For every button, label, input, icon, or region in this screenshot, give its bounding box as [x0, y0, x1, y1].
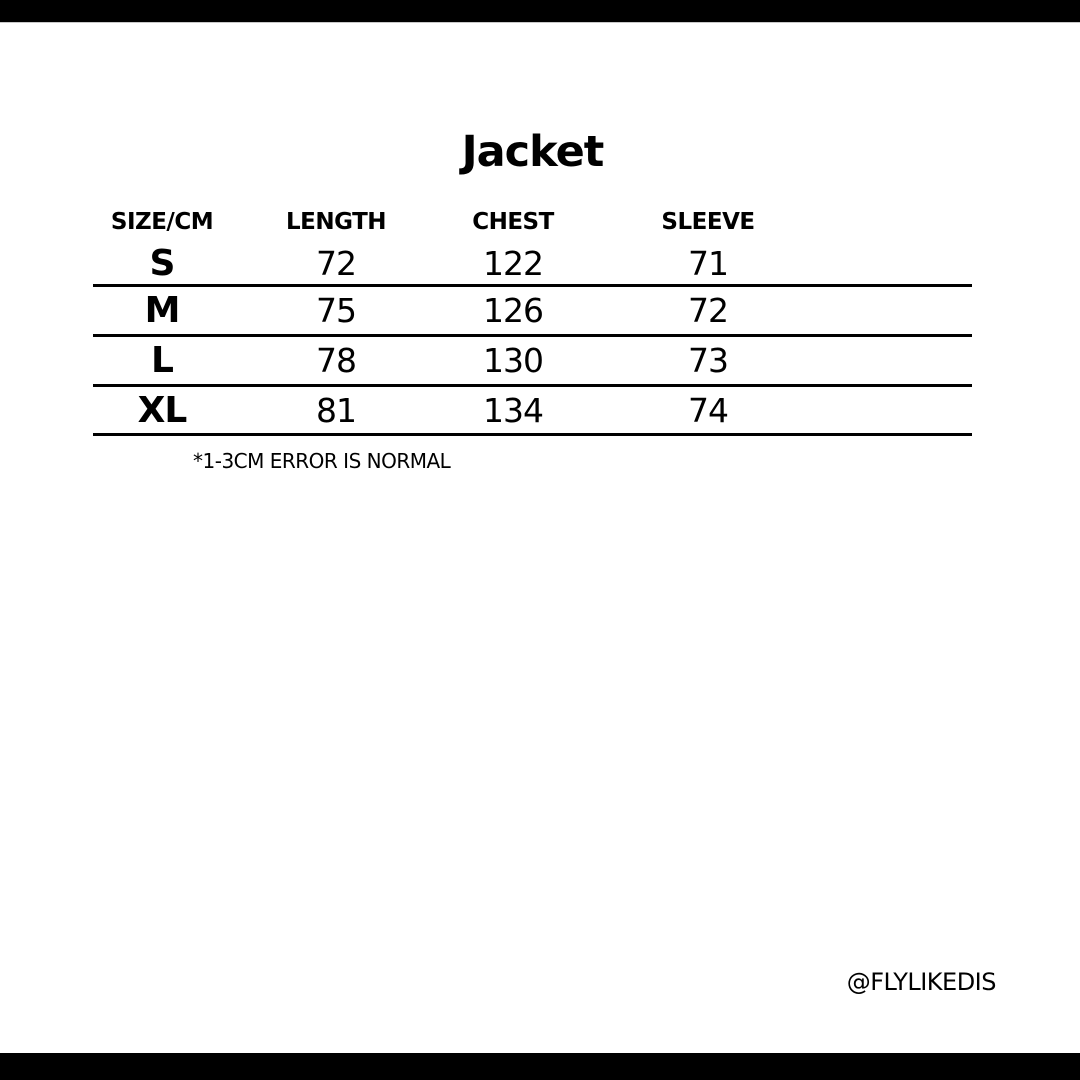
table-row-l: L 78 130 73: [93, 337, 972, 387]
sleeve-value: 74: [688, 390, 729, 430]
page-title: Jacket: [461, 127, 605, 177]
table-row-s: S 72 122 71: [93, 242, 972, 287]
length-value: 81: [316, 390, 357, 430]
column-header-length: LENGTH: [285, 209, 387, 235]
size-label: S: [149, 242, 176, 284]
bottom-letterbox-bar: [0, 1053, 1080, 1080]
column-header-size: SIZE/CM: [110, 209, 214, 235]
size-label: M: [144, 290, 181, 331]
length-value: 72: [316, 243, 357, 283]
table-row-xl: XL 81 134 74: [93, 387, 972, 436]
size-label: XL: [137, 389, 188, 431]
watermark-handle: @FLYLIKEDIS: [846, 968, 997, 996]
table-header-row: SIZE/CM LENGTH CHEST SLEEVE: [93, 202, 972, 242]
column-header-sleeve: SLEEVE: [661, 209, 755, 235]
length-value: 75: [316, 291, 357, 330]
chest-value: 130: [483, 341, 544, 380]
size-label: L: [151, 340, 174, 381]
chest-value: 122: [483, 243, 544, 283]
sleeve-value: 72: [688, 291, 729, 330]
chest-value: 134: [483, 390, 544, 430]
top-letterbox-bar: [0, 0, 1080, 23]
length-value: 78: [316, 341, 357, 380]
sleeve-value: 71: [688, 243, 729, 283]
chest-value: 126: [483, 291, 544, 330]
table-row-m: M 75 126 72: [93, 287, 972, 337]
size-chart-table: SIZE/CM LENGTH CHEST SLEEVE S 72 122 71 …: [93, 202, 972, 436]
sleeve-value: 73: [688, 341, 729, 380]
column-header-chest: CHEST: [472, 209, 554, 235]
tolerance-note: *1-3CM ERROR IS NORMAL: [193, 449, 451, 473]
